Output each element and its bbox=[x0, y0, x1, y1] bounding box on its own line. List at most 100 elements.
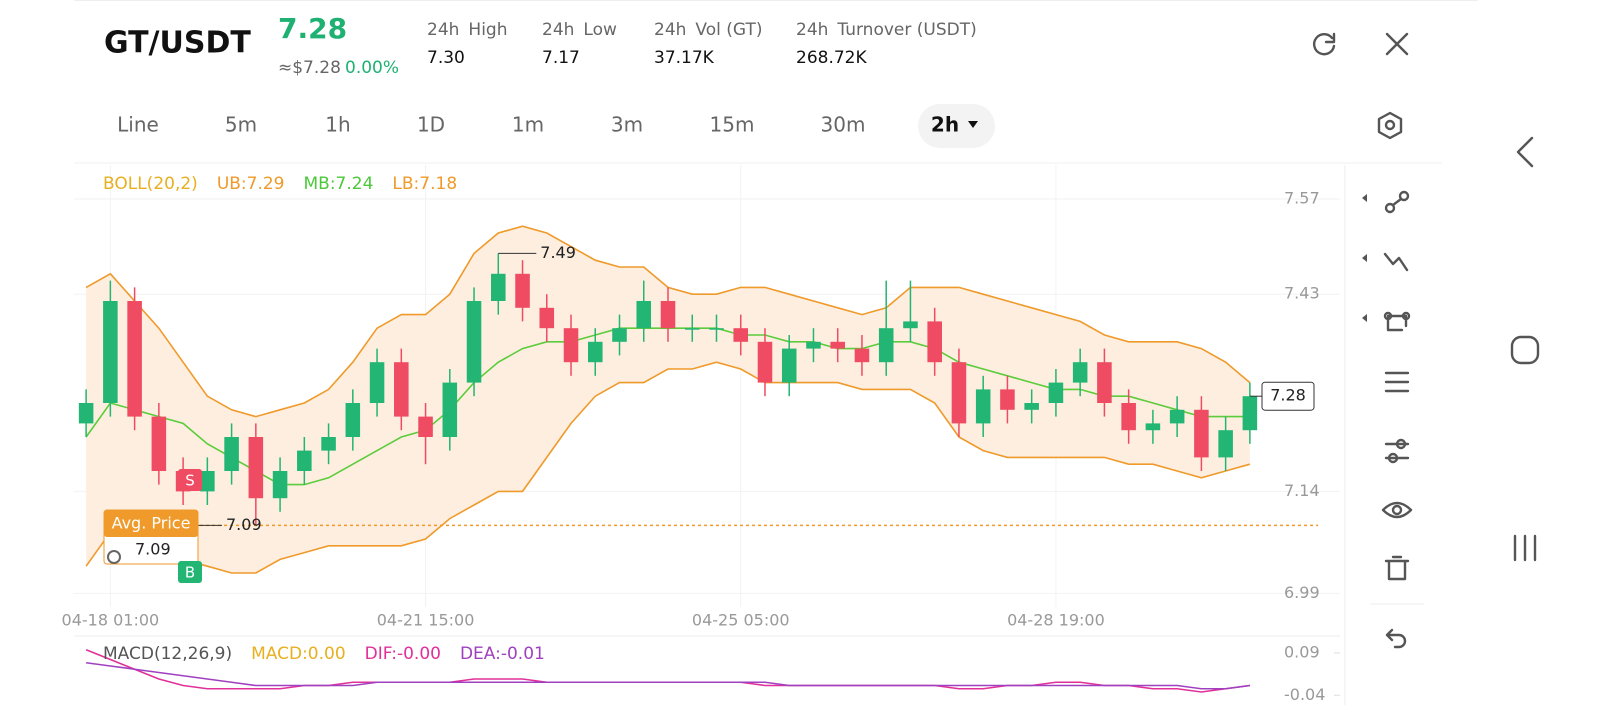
candle-body bbox=[200, 471, 215, 492]
candle-body bbox=[757, 341, 773, 383]
tool-delete[interactable] bbox=[1384, 555, 1410, 581]
tool-fib[interactable] bbox=[1384, 371, 1410, 393]
indicator-legend: UB:7.29 bbox=[217, 174, 285, 194]
timeframe-tab[interactable]: 1D bbox=[417, 113, 445, 137]
x-tick-label: 04-18 01:00 bbox=[62, 611, 160, 630]
timeframe-tab[interactable]: Line bbox=[117, 113, 159, 137]
settings-button[interactable] bbox=[1377, 111, 1403, 140]
band-fill bbox=[86, 226, 1250, 573]
candle-body bbox=[1169, 409, 1185, 424]
indicator-legend: DEA:-0.01 bbox=[460, 644, 545, 664]
candle-body bbox=[806, 341, 821, 349]
tool-undo[interactable] bbox=[1385, 628, 1407, 649]
candle-body bbox=[418, 416, 433, 437]
timeframe-tab[interactable]: 5m bbox=[225, 113, 257, 137]
avg-icon bbox=[107, 550, 121, 564]
candle-body bbox=[1121, 403, 1136, 431]
android-nav bbox=[1510, 136, 1540, 562]
candle-body bbox=[636, 301, 652, 329]
stat-value: 37.17K bbox=[654, 48, 715, 68]
avg-price-value: 7.09 bbox=[226, 515, 262, 534]
candle-body bbox=[733, 328, 749, 342]
tool-pattern[interactable] bbox=[1384, 438, 1410, 464]
indicator-legend: MACD:0.00 bbox=[251, 644, 346, 664]
tool-polyline[interactable] bbox=[1383, 252, 1409, 272]
timeframe-tab[interactable]: 3m bbox=[611, 113, 643, 137]
top-border bbox=[74, 0, 1478, 1]
stat-period: 24h bbox=[796, 20, 828, 40]
timeframe-tab[interactable]: 2h bbox=[931, 113, 959, 137]
candle-body bbox=[830, 341, 845, 349]
tool-visibility[interactable] bbox=[1381, 501, 1413, 519]
y-tick-label: 7.43 bbox=[1284, 284, 1320, 303]
indicator-legend: MACD(12,26,9) bbox=[103, 644, 232, 664]
overlay: BOLL(20,2) UB:7.29 MB:7.24 LB:7.18 7.49 7.09 A… bbox=[103, 174, 1318, 664]
change: 0.00% bbox=[345, 58, 399, 78]
nav-recents[interactable] bbox=[1513, 534, 1537, 562]
candle-body bbox=[660, 301, 676, 329]
stat-label: Vol (GT) bbox=[695, 20, 762, 40]
y-tick-label: 7.57 bbox=[1284, 189, 1320, 208]
candle-body bbox=[345, 403, 361, 437]
candle-body bbox=[684, 328, 700, 330]
nav-home[interactable] bbox=[1510, 335, 1540, 365]
band-line bbox=[85, 361, 1251, 574]
signal-text: B bbox=[185, 564, 195, 582]
stat-period: 24h bbox=[542, 20, 574, 40]
candle-body bbox=[248, 437, 264, 499]
x-tick-label: 04-25 05:00 bbox=[692, 611, 790, 630]
candle-body bbox=[1242, 396, 1258, 431]
stat-period: 24h bbox=[427, 20, 459, 40]
timeframe-tab[interactable]: 30m bbox=[821, 113, 866, 137]
x-tick-label: 04-28 19:00 bbox=[1007, 611, 1105, 630]
stat-period: 24h bbox=[654, 20, 686, 40]
candle-body bbox=[103, 301, 118, 403]
candle-body bbox=[151, 416, 167, 471]
dropdown-arrow bbox=[968, 121, 978, 128]
candle-body bbox=[951, 362, 967, 424]
plot: 7.57 7.43 7.14 6.99 04-18 01:00 04-21 15:00 04… bbox=[62, 165, 1340, 704]
x-tick-label: 04-21 15:00 bbox=[377, 611, 475, 630]
signal-text: S bbox=[185, 472, 195, 490]
tool-shape[interactable] bbox=[1383, 311, 1411, 332]
signal-badge bbox=[178, 561, 202, 583]
candle-body bbox=[321, 437, 336, 451]
candle-body bbox=[442, 382, 458, 437]
refresh-button[interactable] bbox=[1313, 32, 1336, 56]
stat-value: 268.72K bbox=[796, 48, 867, 68]
y-tick-label: -0.04 bbox=[1284, 685, 1325, 704]
candle-body bbox=[903, 321, 918, 329]
stat-value: 7.30 bbox=[427, 48, 465, 68]
timeframe-tab[interactable]: 1h bbox=[325, 113, 350, 137]
tool-line[interactable] bbox=[1384, 190, 1410, 214]
indicator-legend: DIF:-0.00 bbox=[365, 644, 441, 664]
last-price-tag bbox=[1261, 381, 1315, 411]
candle-body bbox=[1145, 423, 1161, 431]
candle-body bbox=[78, 403, 94, 424]
candle-body bbox=[563, 328, 579, 363]
candle-body bbox=[1194, 409, 1209, 458]
stat-label: High bbox=[468, 20, 507, 40]
timeframe-tab[interactable]: 15m bbox=[710, 113, 755, 137]
indicator-legend: MB:7.24 bbox=[304, 174, 374, 194]
candle-body bbox=[1000, 389, 1015, 410]
pair: GT/USDT bbox=[104, 26, 251, 61]
close-button[interactable] bbox=[1385, 32, 1409, 56]
tabs: Line 5m 1h 1D 1m 3m 15m 30m 2h bbox=[117, 113, 959, 137]
candle-body bbox=[1024, 403, 1039, 410]
avg-price-title: Avg. Price bbox=[112, 514, 191, 533]
candle-body bbox=[297, 450, 312, 471]
candle-body bbox=[491, 273, 506, 301]
signal-badge bbox=[178, 469, 202, 491]
indicator-legend: BOLL(20,2) bbox=[103, 174, 198, 194]
candle-body bbox=[854, 348, 870, 363]
candle-body bbox=[466, 301, 482, 383]
candle-body bbox=[927, 321, 942, 363]
stat-label: Turnover (USDT) bbox=[836, 20, 976, 40]
nav-back[interactable] bbox=[1516, 136, 1534, 168]
timeframe-tab[interactable]: 1m bbox=[512, 113, 544, 137]
candle-body bbox=[587, 341, 603, 363]
indicator-legend: LB:7.18 bbox=[392, 174, 457, 194]
